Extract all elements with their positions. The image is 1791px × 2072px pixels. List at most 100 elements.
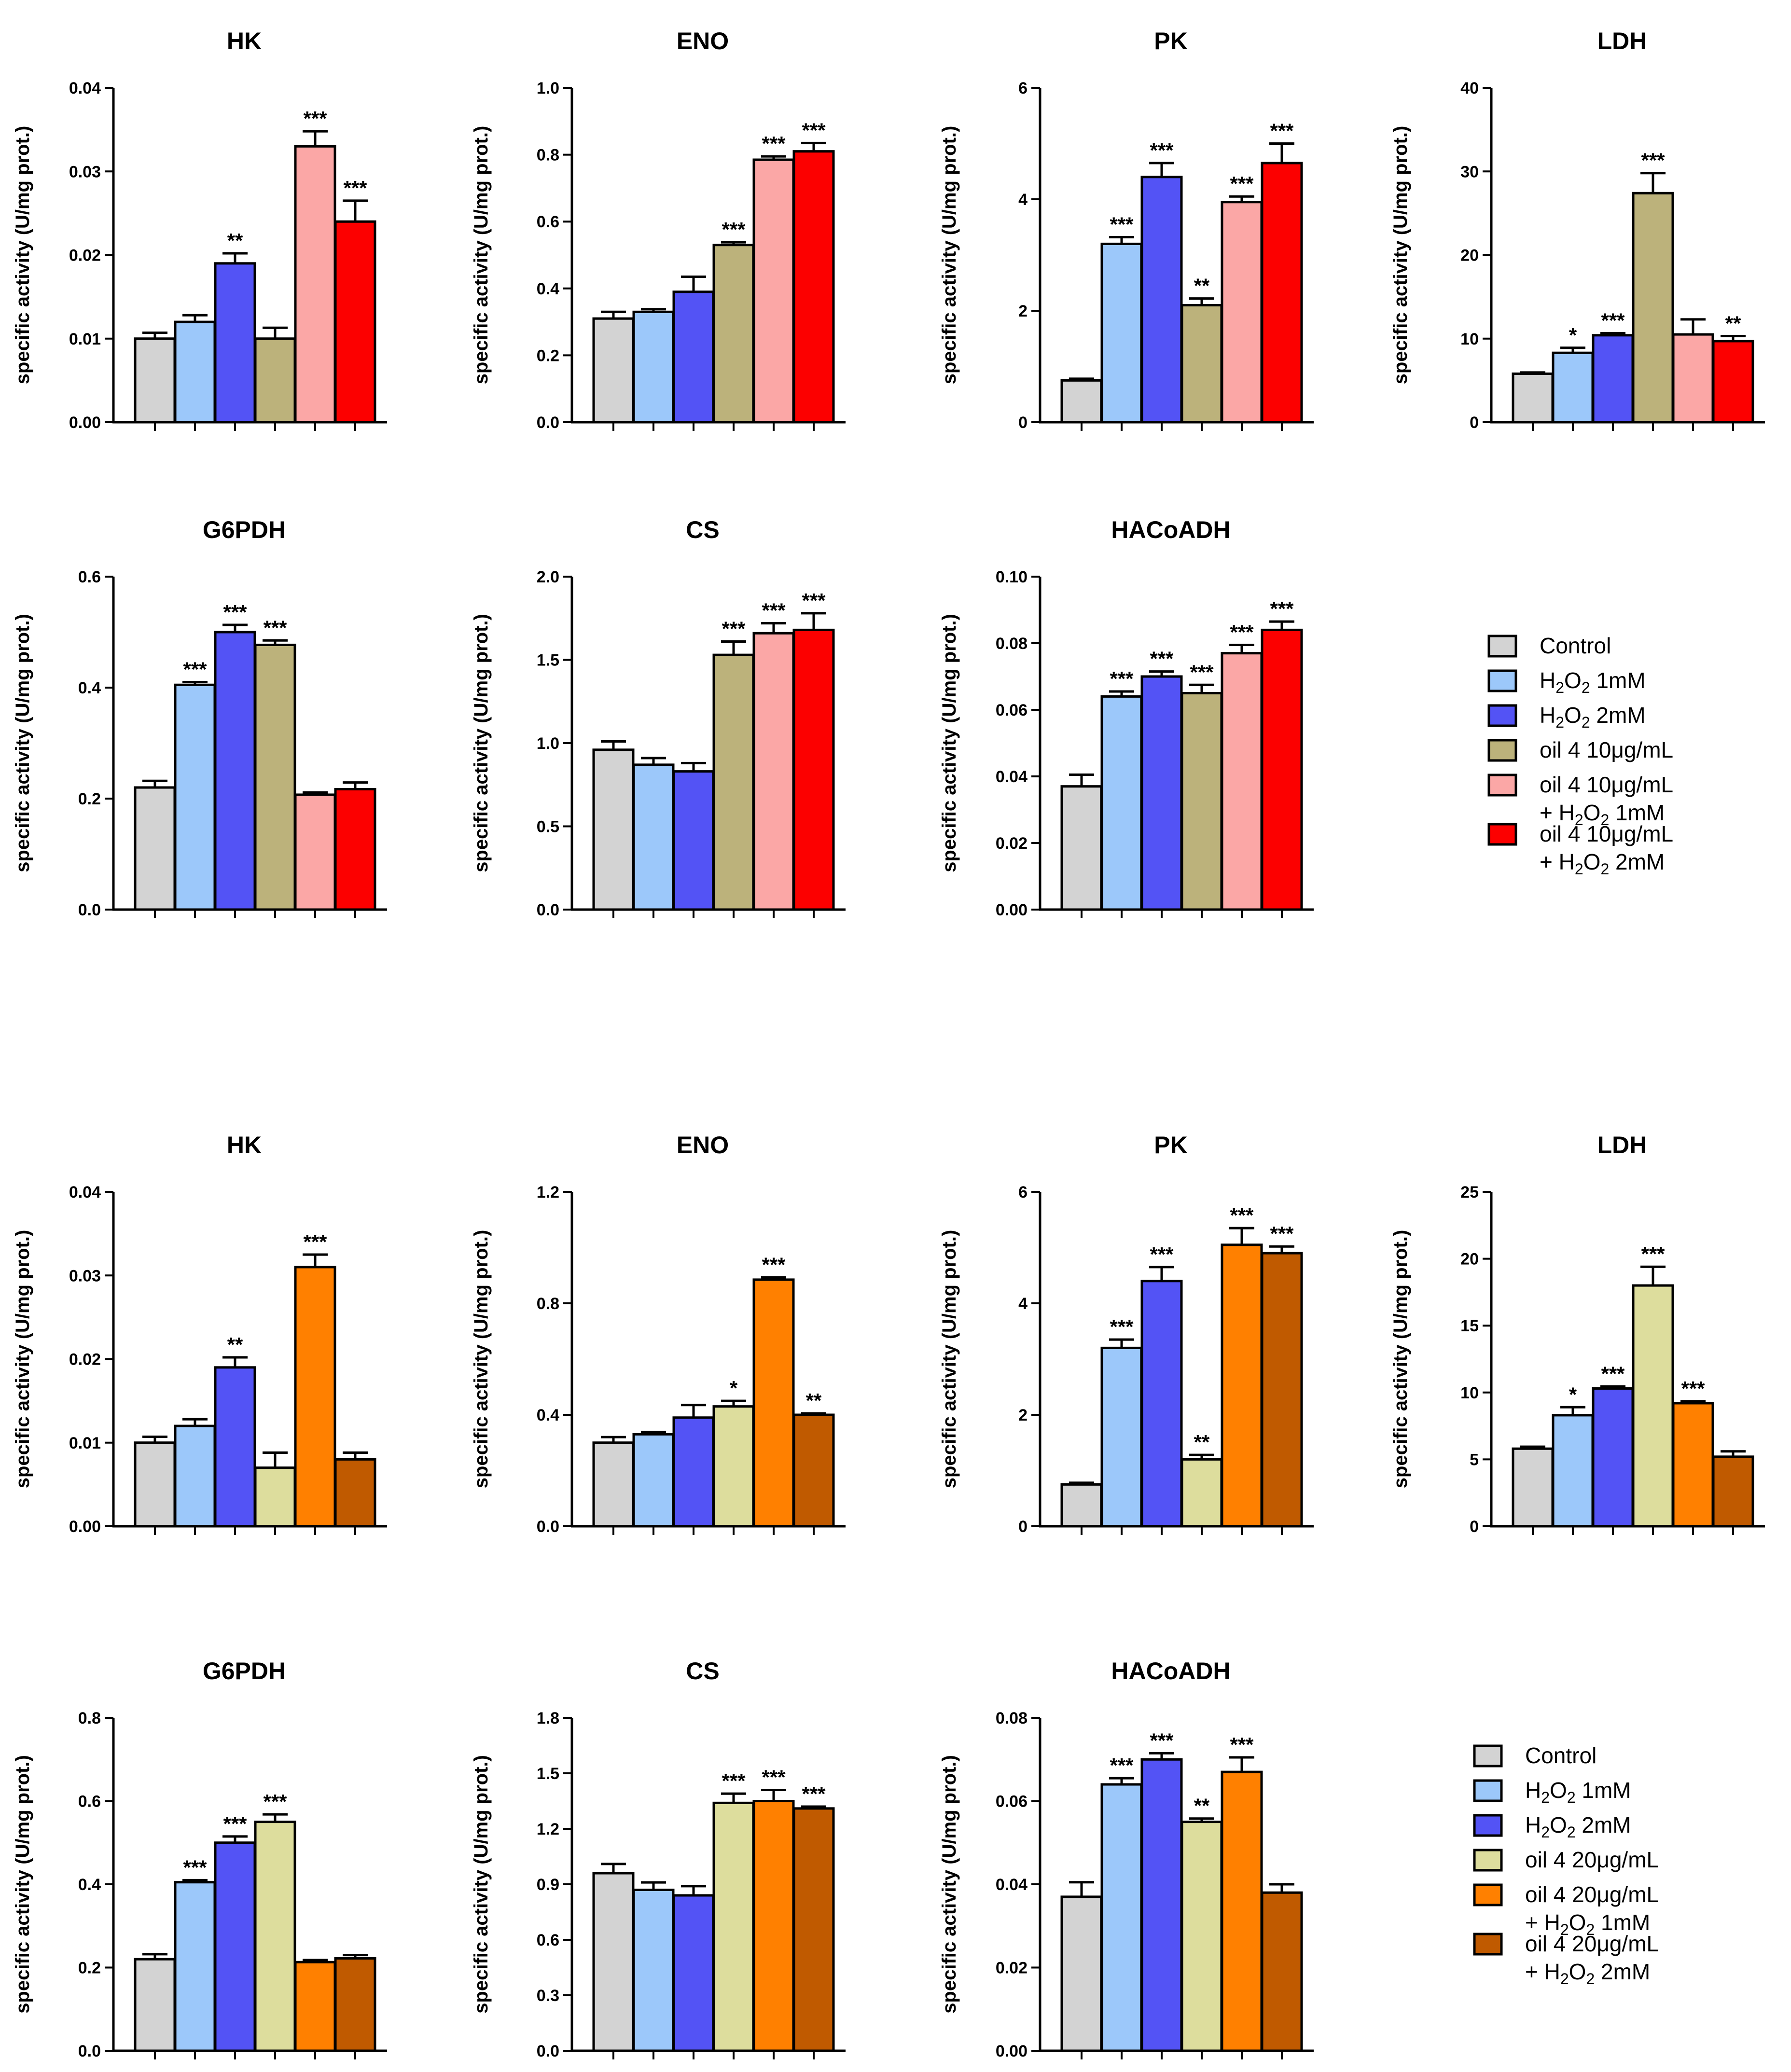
legend-label: oil 4 20μg/mL — [1525, 1847, 1659, 1872]
significance-label: *** — [762, 1253, 786, 1276]
bar — [174, 1881, 216, 2052]
bar — [174, 1424, 216, 1528]
chart-panel-12: G6PDH specific activity (U/mg prot.) 0.0 0.… — [12, 1658, 387, 2060]
legend-swatch — [1487, 774, 1517, 797]
bar — [592, 748, 635, 911]
text-span: 2 — [1586, 1921, 1595, 1938]
legend-label: oil 4 20μg/mL — [1525, 1882, 1659, 1907]
text-span: 2 — [1560, 1970, 1569, 1988]
text-span: O — [1550, 1812, 1567, 1837]
bar — [1140, 176, 1183, 424]
text-span: O — [1583, 800, 1601, 825]
significance-label: *** — [1230, 172, 1254, 195]
legend-swatch — [1487, 704, 1517, 727]
y-tick-label: 0.04 — [996, 768, 1027, 786]
y-tick-label: 0.02 — [69, 247, 101, 265]
bar — [792, 1413, 835, 1528]
bar — [712, 1405, 755, 1528]
y-axis-label: specific activity (U/mg prot.) — [471, 126, 492, 385]
bar — [1261, 1891, 1303, 2052]
significance-label: *** — [762, 1766, 786, 1789]
legend-swatch — [1473, 1779, 1503, 1802]
chart-panel-11: LDH specific activity (U/mg prot.) 0 5 10 15 2… — [1390, 1132, 1765, 1536]
legend-label: oil 4 10μg/mL — [1540, 821, 1673, 846]
chart-panel-13: CS specific activity (U/mg prot.) 0.0 0.3 0.… — [471, 1658, 846, 2060]
legend-swatch — [1473, 1814, 1503, 1837]
y-tick-label: 0.4 — [537, 280, 559, 298]
y-tick-label: 0.10 — [996, 568, 1027, 586]
bar — [1060, 785, 1103, 911]
significance-label: *** — [303, 107, 327, 130]
significance-label: *** — [1641, 149, 1665, 172]
y-tick-label: 0.04 — [69, 1183, 101, 1202]
bar — [632, 1433, 675, 1528]
y-tick-label: 30 — [1460, 163, 1479, 181]
y-tick-label: 1.0 — [537, 79, 559, 97]
bar — [1140, 1758, 1183, 2052]
legend-label-line2: + H2O2 1mM — [1540, 800, 1665, 829]
bar — [1221, 1243, 1263, 1528]
y-tick-label: 20 — [1460, 1250, 1479, 1269]
legend-label: Control — [1525, 1743, 1597, 1768]
bar — [1060, 1483, 1103, 1528]
chart-title: CS — [686, 516, 719, 543]
bar — [592, 317, 635, 424]
bar — [1512, 1447, 1554, 1528]
y-tick-label: 0.02 — [996, 834, 1027, 853]
bar — [672, 770, 715, 911]
y-tick-label: 0.00 — [996, 901, 1027, 919]
significance-label: *** — [802, 1782, 826, 1805]
y-tick-label: 0.4 — [537, 1406, 559, 1424]
chart-panel-9: ENO specific activity (U/mg prot.) 0.0 0.4 0… — [471, 1132, 846, 1536]
y-tick-label: 4 — [1018, 1295, 1027, 1313]
y-tick-label: 0.08 — [996, 635, 1027, 653]
significance-label: * — [1569, 1383, 1577, 1406]
text-span: 2 — [1541, 1823, 1550, 1841]
bar — [334, 220, 376, 424]
significance-label: *** — [802, 119, 826, 141]
bar — [1221, 1770, 1263, 2052]
y-tick-label: 0.08 — [996, 1709, 1027, 1727]
y-tick-label: 0.06 — [996, 701, 1027, 719]
significance-label: *** — [263, 616, 287, 639]
significance-label: *** — [1230, 1733, 1254, 1756]
bar — [632, 1889, 675, 2052]
y-tick-label: 0.00 — [996, 2042, 1027, 2060]
y-axis-label: specific activity (U/mg prot.) — [939, 614, 960, 872]
legend-label: oil 4 10μg/mL — [1540, 737, 1673, 762]
text-span: 2 — [1600, 860, 1609, 878]
y-axis-label: specific activity (U/mg prot.) — [1390, 126, 1411, 385]
text-span: 2mM — [1609, 849, 1665, 874]
significance-label: *** — [1681, 1377, 1705, 1400]
text-span: H — [1525, 1778, 1541, 1803]
chart-panel-4: LDH specific activity (U/mg prot.) 0 10 20 30… — [1390, 28, 1765, 432]
bar — [712, 653, 755, 911]
significance-label: *** — [303, 1230, 327, 1253]
bar — [134, 786, 176, 911]
bar — [334, 1458, 376, 1528]
bar — [254, 337, 296, 424]
bar — [1712, 340, 1754, 424]
y-axis-label: specific activity (U/mg prot.) — [12, 614, 33, 872]
significance-label: * — [1569, 324, 1577, 346]
y-tick-label: 2.0 — [537, 568, 559, 586]
significance-label: *** — [1270, 120, 1294, 142]
text-span: H — [1540, 668, 1555, 693]
chart-panel-6: CS specific activity (U/mg prot.) 0.0 0.5 1.… — [471, 516, 846, 919]
bar — [294, 145, 336, 424]
y-tick-label: 0.0 — [537, 2042, 559, 2060]
bar — [1140, 675, 1183, 911]
y-tick-label: 25 — [1460, 1183, 1479, 1202]
text-span: 2mM — [1576, 1812, 1631, 1837]
significance-label: *** — [1230, 1204, 1254, 1227]
y-tick-label: 0.04 — [69, 79, 101, 97]
significance-label: *** — [1150, 1243, 1174, 1266]
bar — [1592, 1387, 1634, 1528]
bar — [592, 1872, 635, 2052]
bar — [1632, 192, 1674, 424]
legend-swatch — [1473, 1883, 1503, 1906]
significance-label: *** — [802, 589, 826, 612]
bar — [752, 158, 795, 424]
chart-title: HACoADH — [1111, 516, 1230, 543]
